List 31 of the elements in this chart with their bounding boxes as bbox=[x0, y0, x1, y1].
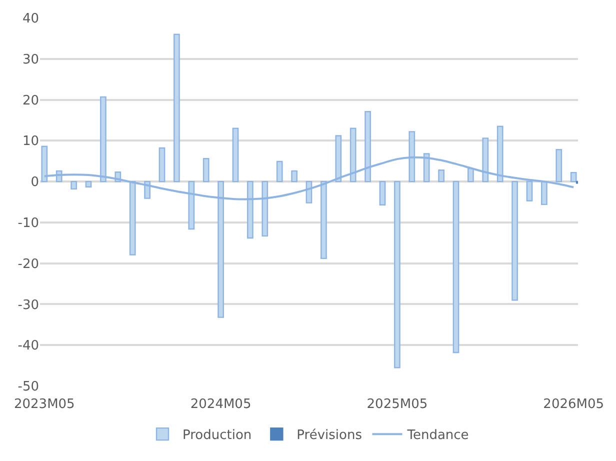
x-tick-label: 2024M05 bbox=[190, 397, 252, 412]
y-tick-label: -50 bbox=[18, 380, 39, 395]
y-tick-label: -40 bbox=[18, 338, 39, 354]
y-tick-label: 30 bbox=[22, 52, 39, 68]
y-tick-label: -20 bbox=[18, 256, 39, 272]
bar bbox=[394, 180, 400, 368]
y-tick-label: -10 bbox=[18, 216, 39, 231]
bar bbox=[452, 180, 460, 354]
y-tick-label: 20 bbox=[22, 93, 39, 108]
legend-label: Tendance bbox=[406, 428, 469, 444]
bar bbox=[174, 34, 180, 182]
y-tick-label: -30 bbox=[18, 298, 39, 313]
bar bbox=[291, 170, 298, 182]
legend-label: Production bbox=[182, 428, 252, 444]
bar bbox=[85, 180, 92, 188]
bar bbox=[232, 128, 239, 182]
y-tick-label: 0 bbox=[30, 175, 39, 190]
bar bbox=[70, 180, 77, 190]
bar bbox=[468, 168, 474, 182]
y-tick-label: 10 bbox=[22, 134, 39, 150]
y-tick-label: 40 bbox=[22, 12, 39, 27]
bar bbox=[438, 170, 444, 182]
bar bbox=[379, 180, 386, 206]
bar bbox=[158, 147, 166, 182]
bar bbox=[202, 158, 210, 182]
x-tick-label: 2025M05 bbox=[366, 397, 428, 412]
x-tick-label: 2026M05 bbox=[543, 397, 604, 412]
bar bbox=[570, 172, 577, 182]
bar bbox=[276, 160, 283, 182]
x-tick-label: 2023M05 bbox=[14, 397, 75, 412]
legend-label: Prévisions bbox=[296, 428, 362, 444]
